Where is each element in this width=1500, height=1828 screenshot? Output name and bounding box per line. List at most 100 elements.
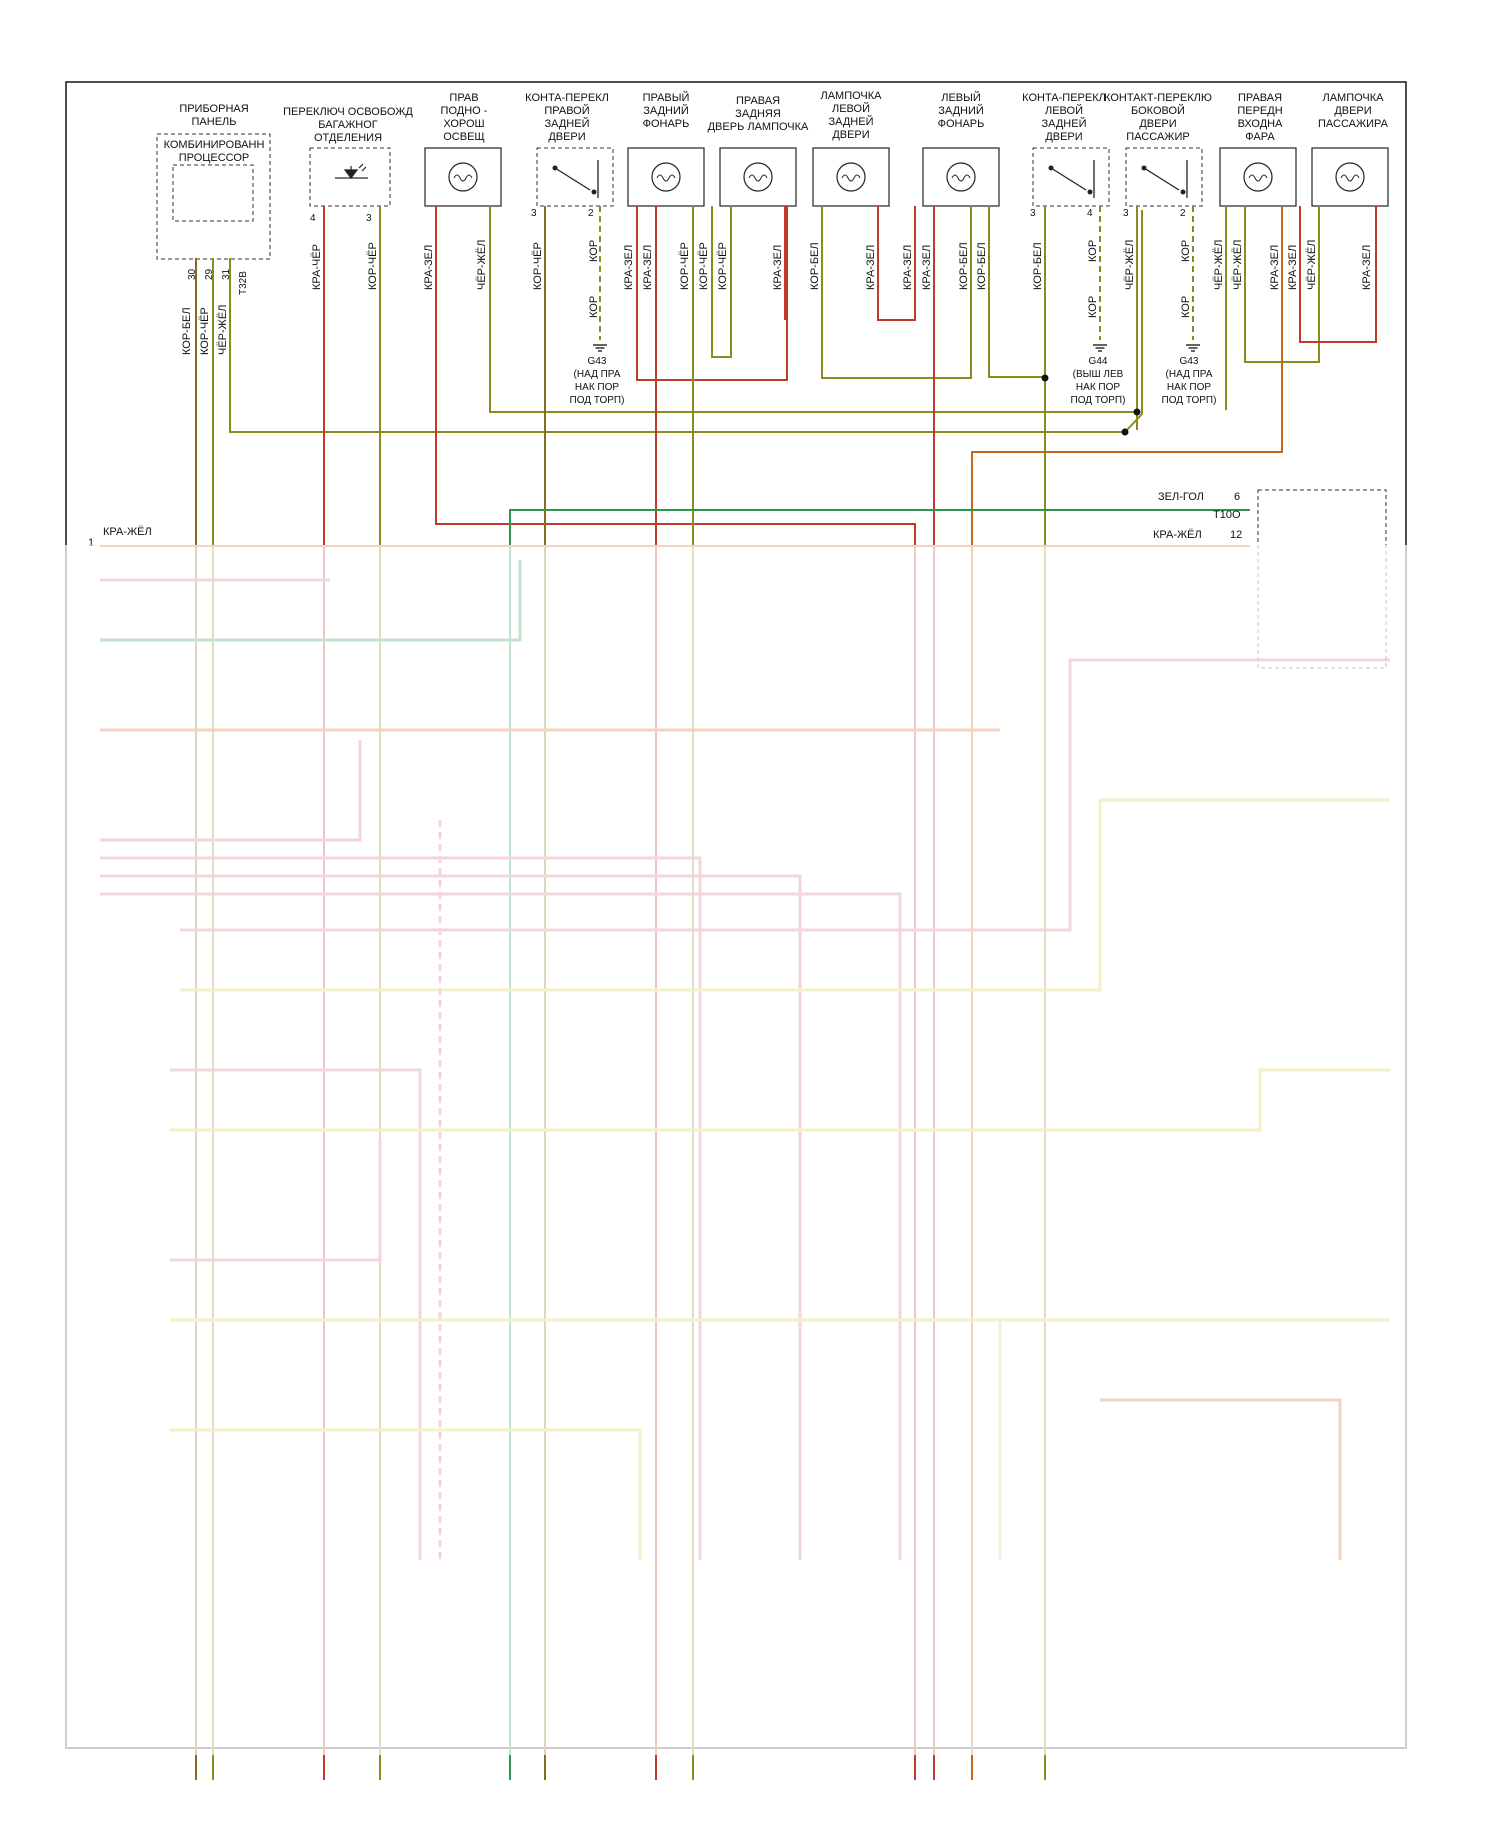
svg-text:(ВЫШ ЛЕВ: (ВЫШ ЛЕВ	[1073, 369, 1124, 380]
svg-text:ЛАМПОЧКА: ЛАМПОЧКА	[1322, 92, 1384, 104]
svg-text:ПРАВАЯ: ПРАВАЯ	[736, 95, 780, 107]
svg-text:ЗАДНИЙ: ЗАДНИЙ	[643, 104, 689, 117]
wire-label-trunk-4: КРА-ЧЁР	[311, 244, 323, 290]
wire-label-rfw-1: КРА-ЗЕЛ	[423, 245, 435, 290]
wire-label-pds-2: КОР	[1180, 240, 1192, 262]
svg-text:ПРАВ: ПРАВ	[449, 92, 478, 104]
right-rear-lamp-title: ПРАВЫЙ ЗАДНИЙ ФОНАРЬ	[643, 91, 690, 130]
svg-text:ДВЕРИ: ДВЕРИ	[1334, 105, 1371, 117]
svg-text:ЛЕВОЙ: ЛЕВОЙ	[832, 102, 870, 115]
svg-text:ОТДЕЛЕНИЯ: ОТДЕЛЕНИЯ	[314, 132, 382, 144]
svg-text:ПРАВОЙ: ПРАВОЙ	[544, 104, 589, 117]
svg-text:ЗАДНЯЯ: ЗАДНЯЯ	[735, 108, 781, 120]
bus-line-number: 1	[88, 537, 94, 549]
right-footwell-lamp	[424, 147, 502, 207]
left-rear-door-lamp-title: ЛАМПОЧКА ЛЕВОЙ ЗАДНЕЙ ДВЕРИ	[820, 90, 882, 141]
blurred-region	[60, 545, 1412, 1755]
svg-text:3: 3	[1030, 208, 1036, 219]
passenger-door-switch-title: КОНТАКТ-ПЕРЕКЛЮ БОКОВОЙ ДВЕРИ ПАССАЖИР	[1104, 92, 1212, 143]
left-rear-door-switch	[1032, 147, 1110, 207]
svg-text:ПРАВЫЙ: ПРАВЫЙ	[643, 91, 690, 104]
ground-icon-g43a	[593, 344, 607, 352]
wire-label-rrl-5: КОР-ЧЁР	[717, 242, 729, 290]
svg-text:G43: G43	[1180, 356, 1199, 367]
bus-label-kra-zhel-left: КРА-ЖЁЛ	[103, 526, 152, 538]
svg-text:(НАД ПРА: (НАД ПРА	[574, 369, 621, 380]
wire-7	[489, 206, 1138, 413]
svg-text:БОКОВОЙ: БОКОВОЙ	[1131, 104, 1185, 117]
svg-text:КОНТА-ПЕРЕКЛ: КОНТА-ПЕРЕКЛ	[1022, 92, 1106, 104]
wire-label-rrds-1: КОР-ЧЁР	[532, 242, 544, 290]
svg-text:ПРАВАЯ: ПРАВАЯ	[1238, 92, 1282, 104]
wire-label-rfel-2: ЧЁР-ЖЁЛ	[1232, 240, 1244, 290]
instrument-panel-title: ПРИБОРНАЯ ПАНЕЛЬ	[179, 103, 248, 128]
wire-10	[636, 206, 788, 381]
svg-text:ФОНАРЬ: ФОНАРЬ	[938, 118, 985, 130]
ground-icon-g44	[1093, 344, 1107, 352]
svg-text:ПОД ТОРП): ПОД ТОРП)	[570, 395, 625, 406]
svg-text:29: 29	[204, 268, 215, 280]
svg-text:НАК ПОР: НАК ПОР	[1167, 382, 1211, 393]
svg-text:ФОНАРЬ: ФОНАРЬ	[643, 118, 690, 130]
svg-text:ДВЕРИ: ДВЕРИ	[1045, 131, 1082, 143]
svg-text:ПЕРЕДН: ПЕРЕДН	[1237, 105, 1282, 117]
right-rear-door-lamp-title: ПРАВАЯ ЗАДНЯЯ ДВЕРЬ ЛАМПОЧКА	[708, 95, 809, 133]
passenger-door-switch	[1125, 147, 1203, 207]
svg-text:(НАД ПРА: (НАД ПРА	[1166, 369, 1213, 380]
wire-label-lrds-g: КОР	[1087, 296, 1099, 318]
svg-text:ДВЕРИ: ДВЕРИ	[832, 129, 869, 141]
wire-label-rfel-3: КРА-ЗЕЛ	[1269, 245, 1281, 290]
right-rear-door-switch	[536, 147, 614, 207]
ground-g43-right-rear: G43 (НАД ПРА НАК ПОР ПОД ТОРП)	[570, 356, 625, 406]
svg-text:ПАССАЖИР: ПАССАЖИР	[1126, 131, 1189, 143]
svg-text:3: 3	[366, 213, 372, 224]
right-rear-door-lamp	[719, 147, 797, 207]
wire-label-rrl-4: КОР-ЧЁР	[698, 242, 710, 290]
svg-text:ФАРА: ФАРА	[1245, 131, 1275, 143]
right-footwell-title: ПРАВ ПОДНО - ХОРОШ ОСВЕЩ	[441, 92, 488, 143]
svg-text:ВХОДНА: ВХОДНА	[1238, 118, 1284, 130]
wire-label-pds-g: КОР	[1180, 296, 1192, 318]
svg-text:КОНТАКТ-ПЕРЕКЛЮ: КОНТАКТ-ПЕРЕКЛЮ	[1104, 92, 1212, 104]
bus-pin-6: 6	[1234, 491, 1240, 503]
svg-text:T32B: T32B	[238, 271, 249, 295]
svg-text:ЗАДНЕЙ: ЗАДНЕЙ	[1042, 117, 1087, 130]
splice-dot	[1121, 428, 1129, 436]
svg-text:ДВЕРЬ ЛАМПОЧКА: ДВЕРЬ ЛАМПОЧКА	[708, 121, 809, 133]
wire-label-rfel-4: КРА-ЗЕЛ	[1287, 245, 1299, 290]
wire-label-lrl-4: КОР-БЕЛ	[976, 242, 988, 290]
wire-15	[821, 206, 972, 379]
svg-text:ЗАДНЕЙ: ЗАДНЕЙ	[829, 115, 874, 128]
splice-dot	[1133, 408, 1141, 416]
wire-label-rfw-2: ЧЁР-ЖЁЛ	[476, 240, 488, 290]
svg-text:ЗАДНИЙ: ЗАДНИЙ	[938, 104, 984, 117]
ground-g43-passenger: G43 (НАД ПРА НАК ПОР ПОД ТОРП)	[1162, 356, 1217, 406]
trunk-release-title: ПЕРЕКЛЮЧ ОСВОБОЖД БАГАЖНОГ ОТДЕЛЕНИЯ	[283, 106, 413, 144]
splice-dot	[1041, 374, 1049, 382]
pin-numbers: 30 29 31 T32B 4 3 3 2 3 4 3 2	[187, 208, 1186, 295]
ground-g44: G44 (ВЫШ ЛЕВ НАК ПОР ПОД ТОРП)	[1071, 356, 1126, 406]
instrument-panel-inner-title-1: КОМБИНИРОВАНН	[164, 139, 265, 151]
svg-text:ДВЕРИ: ДВЕРИ	[1139, 118, 1176, 130]
wire-label-rrl-2: КРА-ЗЕЛ	[642, 245, 654, 290]
wire-label-pdl-2: КРА-ЗЕЛ	[1361, 245, 1373, 290]
svg-text:ПАНЕЛЬ: ПАНЕЛЬ	[192, 116, 237, 128]
svg-text:НАК ПОР: НАК ПОР	[1076, 382, 1120, 393]
ground-icon-g43b	[1186, 344, 1200, 352]
right-front-entry-lamp-title: ПРАВАЯ ПЕРЕДН ВХОДНА ФАРА	[1237, 92, 1283, 143]
wire-label-rrdl-1: КРА-ЗЕЛ	[772, 245, 784, 290]
wire-label-lrds-1: КОР-БЕЛ	[1032, 242, 1044, 290]
left-rear-door-lamp	[812, 147, 890, 207]
svg-text:4: 4	[310, 213, 316, 224]
led-icon	[335, 163, 368, 179]
svg-text:ПОД ТОРП): ПОД ТОРП)	[1162, 395, 1217, 406]
wire-26	[1299, 206, 1377, 343]
svg-text:G44: G44	[1089, 356, 1108, 367]
svg-text:ПАССАЖИРА: ПАССАЖИРА	[1318, 118, 1389, 130]
wire-label-pdl-1: ЧЁР-ЖЁЛ	[1306, 240, 1318, 290]
svg-text:ПОДНО -: ПОДНО -	[441, 105, 488, 117]
wire-label-rrl-3: КОР-ЧЁР	[679, 242, 691, 290]
right-front-entry-lamp	[1219, 147, 1297, 207]
wire-label-lrdl-2: КРА-ЗЕЛ	[865, 245, 877, 290]
